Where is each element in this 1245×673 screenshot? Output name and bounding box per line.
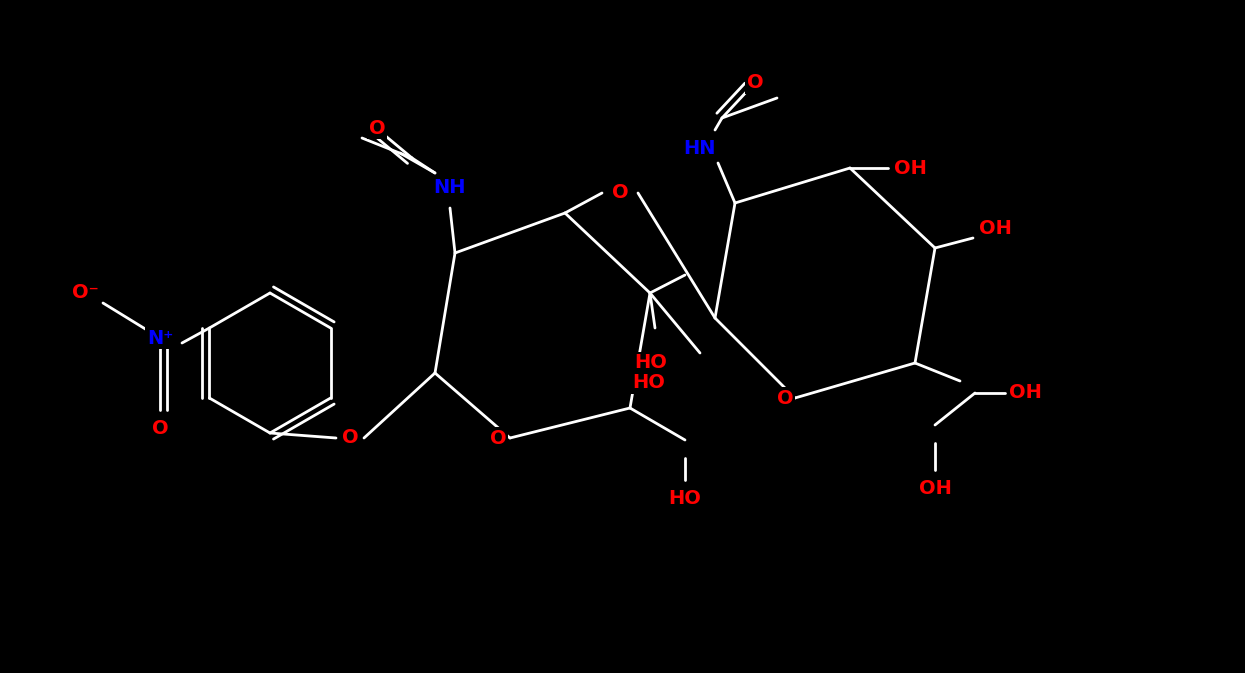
Text: OH: OH <box>894 159 926 178</box>
Text: OH: OH <box>979 219 1011 238</box>
Text: HO: HO <box>669 489 701 507</box>
Text: O: O <box>747 73 763 92</box>
Text: O: O <box>777 388 793 407</box>
Text: OH: OH <box>1008 384 1041 402</box>
Text: HO: HO <box>634 353 667 372</box>
Text: O: O <box>369 118 385 137</box>
Text: NH: NH <box>433 178 466 197</box>
Text: O: O <box>341 429 359 448</box>
Text: O: O <box>611 184 629 203</box>
Text: N⁺: N⁺ <box>147 328 173 347</box>
Text: O: O <box>152 419 168 437</box>
Text: HN: HN <box>684 139 716 157</box>
Text: HO: HO <box>632 374 665 392</box>
Text: OH: OH <box>919 479 951 497</box>
Text: O⁻: O⁻ <box>72 283 98 302</box>
Text: O: O <box>489 429 507 448</box>
